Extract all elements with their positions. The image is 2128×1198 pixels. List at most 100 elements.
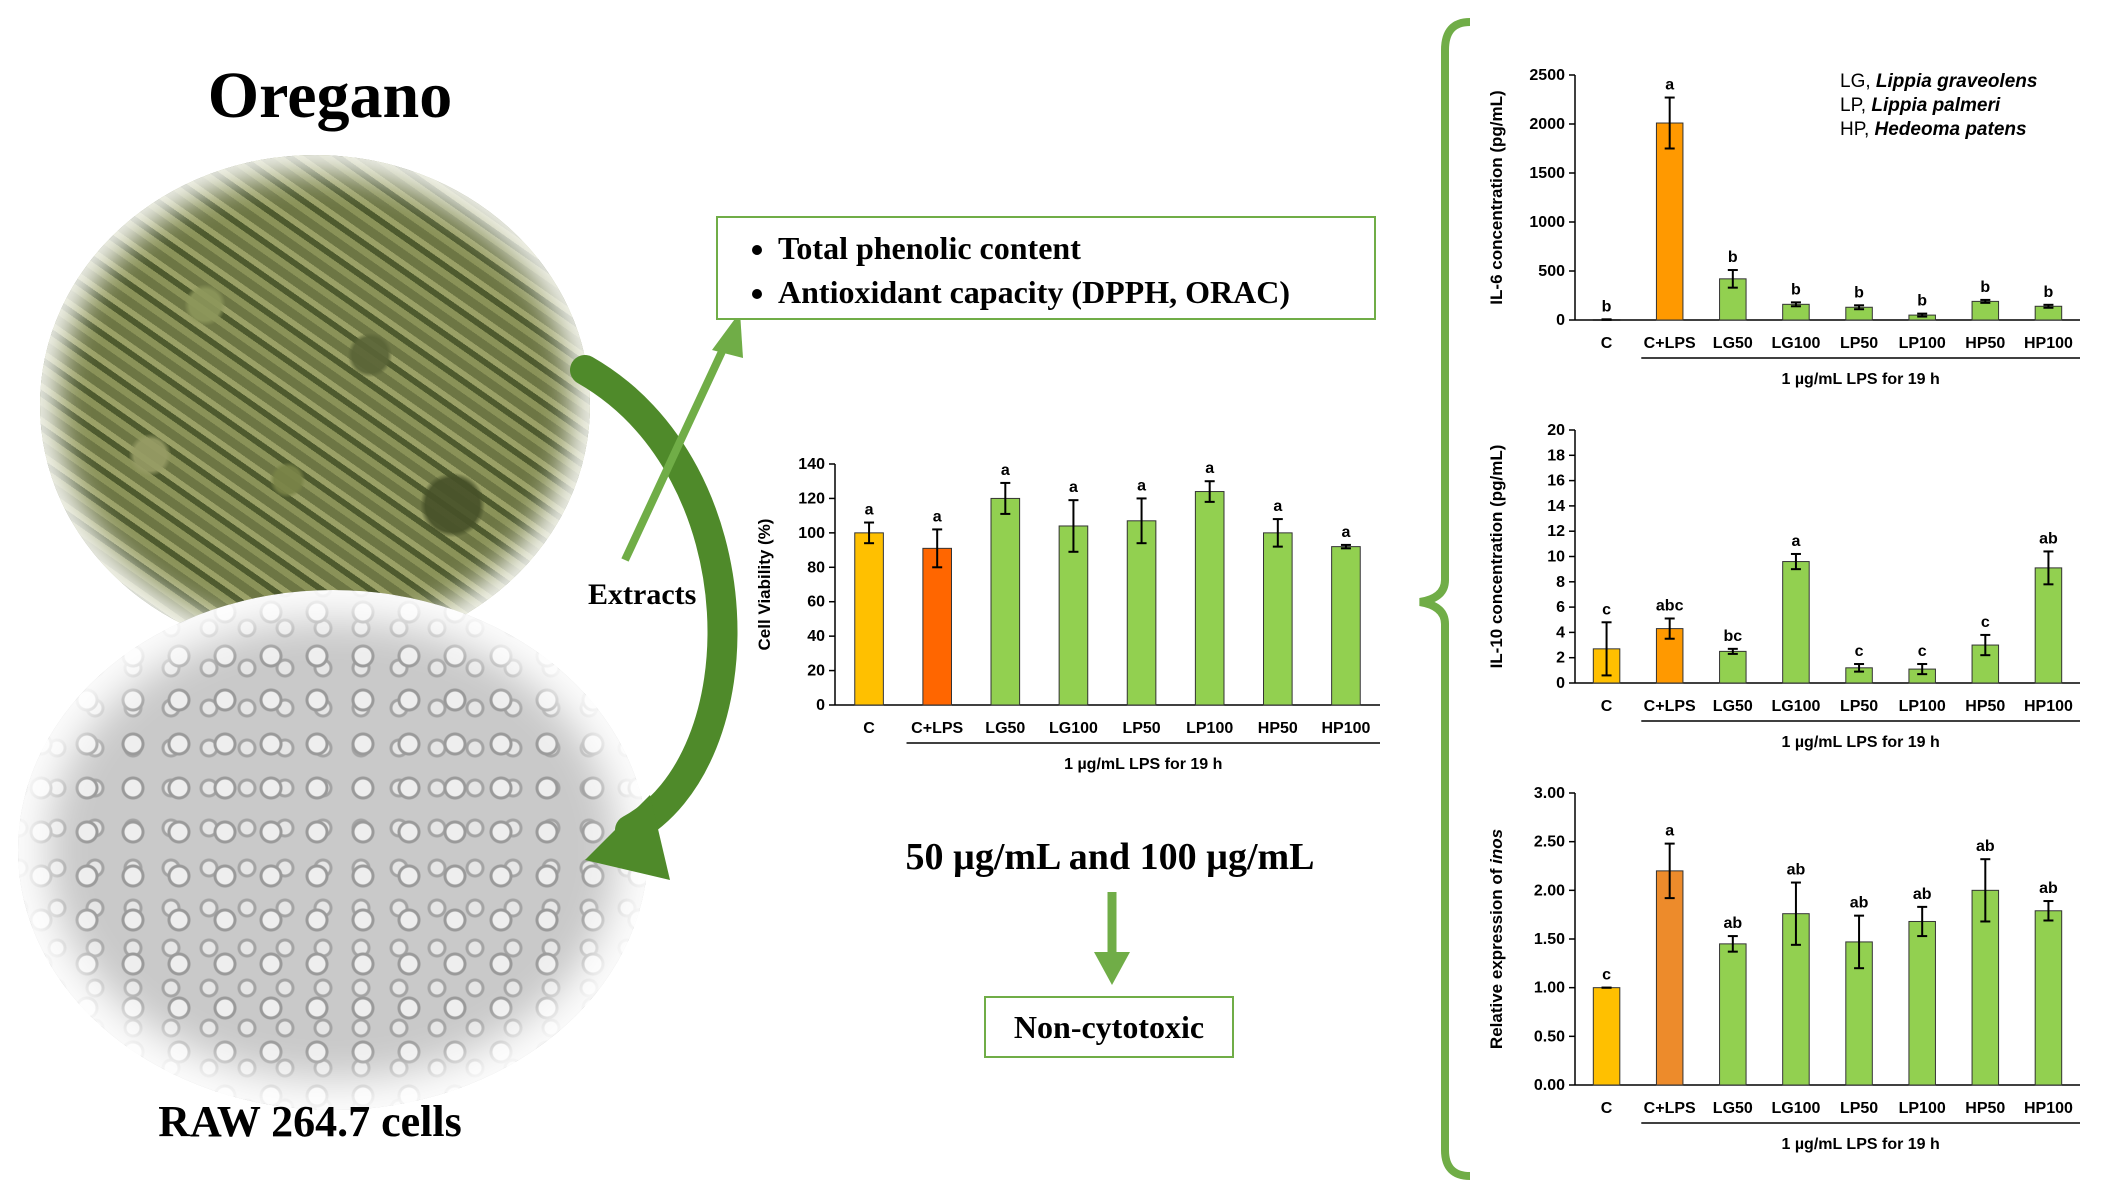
x-axis-label: 1 µg/mL LPS for 19 h — [1781, 1136, 1939, 1153]
bar — [1331, 546, 1361, 706]
significance-letter: ab — [1850, 895, 1869, 912]
y-tick-label: 14 — [1547, 498, 1565, 515]
category-label: HP100 — [2024, 335, 2073, 352]
category-label: C — [863, 720, 875, 737]
significance-letter: a — [1001, 462, 1010, 479]
category-label: HP100 — [2024, 698, 2073, 715]
legend-species: Lippia graveolens — [1876, 71, 2038, 92]
bar — [1782, 561, 1810, 684]
assay-arrow — [621, 343, 729, 562]
significance-letter: a — [1137, 477, 1146, 494]
legend-entry: LG, Lippia graveolens — [1840, 71, 2037, 92]
oregano-title: Oregano — [207, 59, 453, 132]
significance-letter: ab — [1787, 862, 1806, 879]
y-tick-label: 18 — [1547, 447, 1565, 464]
category-label: C+LPS — [1644, 698, 1696, 715]
category-label: LG100 — [1771, 1100, 1820, 1117]
y-axis-label: Cell Viability (%) — [755, 519, 774, 651]
category-label: LP100 — [1899, 335, 1946, 352]
y-tick-label: 20 — [807, 663, 825, 680]
legend-code: LP, — [1840, 95, 1871, 116]
category-label: LG50 — [1713, 1100, 1753, 1117]
category-label: C+LPS — [1644, 335, 1696, 352]
category-label: LP50 — [1840, 1100, 1878, 1117]
significance-letter: a — [865, 502, 874, 519]
y-tick-label: 4 — [1556, 624, 1565, 641]
bar — [1263, 532, 1293, 706]
significance-letter: b — [2044, 284, 2054, 301]
y-tick-label: 140 — [798, 456, 825, 473]
assays-list: Total phenolic content Antioxidant capac… — [718, 218, 1374, 314]
category-label: HP50 — [1965, 335, 2005, 352]
significance-letter: c — [1602, 601, 1611, 618]
oregano-herb-photo — [40, 155, 590, 655]
y-tick-label: 2.50 — [1534, 834, 1565, 851]
significance-letter: c — [1855, 643, 1864, 660]
category-label: LP100 — [1186, 720, 1233, 737]
y-tick-label: 2500 — [1529, 67, 1565, 84]
category-label: LG100 — [1771, 698, 1820, 715]
raw-cells-micrograph — [18, 590, 648, 1110]
bar — [1719, 943, 1747, 1086]
y-tick-label: 8 — [1556, 574, 1565, 591]
significance-letter: c — [1918, 643, 1927, 660]
significance-letter: bc — [1723, 628, 1742, 645]
significance-letter: ab — [1723, 915, 1742, 932]
category-label: C — [1601, 698, 1613, 715]
category-label: LG100 — [1049, 720, 1098, 737]
y-tick-label: 6 — [1556, 599, 1565, 616]
significance-letter: a — [1341, 524, 1350, 541]
significance-letter: a — [1069, 479, 1078, 496]
cell-viability-chart: 0 20 40 60 80 100 120 140 Cell Viability (%) a Ca C… — [755, 456, 1380, 773]
y-tick-label: 12 — [1547, 523, 1565, 540]
significance-letter: abc — [1656, 597, 1684, 614]
significance-letter: a — [1791, 533, 1800, 550]
x-axis-label: 1 µg/mL LPS for 19 h — [1064, 756, 1222, 773]
down-arrow-head — [1094, 952, 1130, 985]
y-axis-label: IL-10 concentration (pg/mL) — [1487, 445, 1506, 669]
inos-chart: 0.00 0.50 1.00 1.50 2.00 2.50 3.00 Relative exp… — [1487, 785, 2080, 1153]
dose-label: 50 µg/mL and 100 µg/mL — [905, 836, 1315, 878]
bar — [1058, 525, 1089, 706]
y-tick-label: 0 — [816, 697, 825, 714]
bar — [1971, 889, 2000, 1086]
bar — [854, 532, 884, 706]
y-tick-label: 2.00 — [1534, 882, 1565, 899]
significance-letter: ab — [1976, 838, 1995, 855]
y-tick-label: 20 — [1547, 422, 1565, 439]
il6-chart: 0 500 1000 1500 2000 2500 IL-6 concentration (… — [1487, 67, 2080, 388]
significance-letter: b — [1980, 279, 1990, 296]
legend-code: LG, — [1840, 71, 1876, 92]
y-tick-label: 80 — [807, 559, 825, 576]
noncytotoxic-box: Non-cytotoxic — [984, 996, 1234, 1058]
bar — [1908, 920, 1936, 1086]
cells-label: RAW 264.7 cells — [158, 1097, 462, 1146]
bar — [922, 547, 952, 706]
significance-letter: c — [1981, 614, 1990, 631]
assay-item: Antioxidant capacity (DPPH, ORAC) — [778, 270, 1374, 314]
category-label: LP50 — [1840, 698, 1878, 715]
extracts-label: Extracts — [588, 578, 697, 611]
x-axis-label: 1 µg/mL LPS for 19 h — [1781, 734, 1939, 751]
y-tick-label: 120 — [798, 490, 825, 507]
noncytotoxic-label: Non-cytotoxic — [1013, 1009, 1205, 1045]
significance-letter: a — [1205, 460, 1214, 477]
assay-item: Total phenolic content — [778, 226, 1374, 270]
bar — [990, 497, 1021, 706]
y-tick-label: 0.50 — [1534, 1028, 1565, 1045]
y-axis-label-gene: inos — [1487, 829, 1506, 864]
y-tick-label: 0 — [1556, 675, 1565, 692]
legend-entry: HP, Hedeoma patens — [1840, 119, 2027, 140]
significance-letter: b — [1917, 293, 1927, 310]
y-tick-label: 0.00 — [1534, 1077, 1565, 1094]
curved-arrow-head — [585, 795, 670, 880]
category-label: HP50 — [1965, 698, 2005, 715]
significance-letter: ab — [1913, 886, 1932, 903]
y-tick-label: 1500 — [1529, 165, 1565, 182]
bar — [1655, 870, 1684, 1086]
significance-letter: b — [1602, 298, 1612, 315]
significance-letter: a — [1665, 77, 1674, 94]
significance-letter: b — [1728, 249, 1738, 266]
right-brace — [1419, 18, 1471, 1180]
y-tick-label: 1000 — [1529, 214, 1565, 231]
